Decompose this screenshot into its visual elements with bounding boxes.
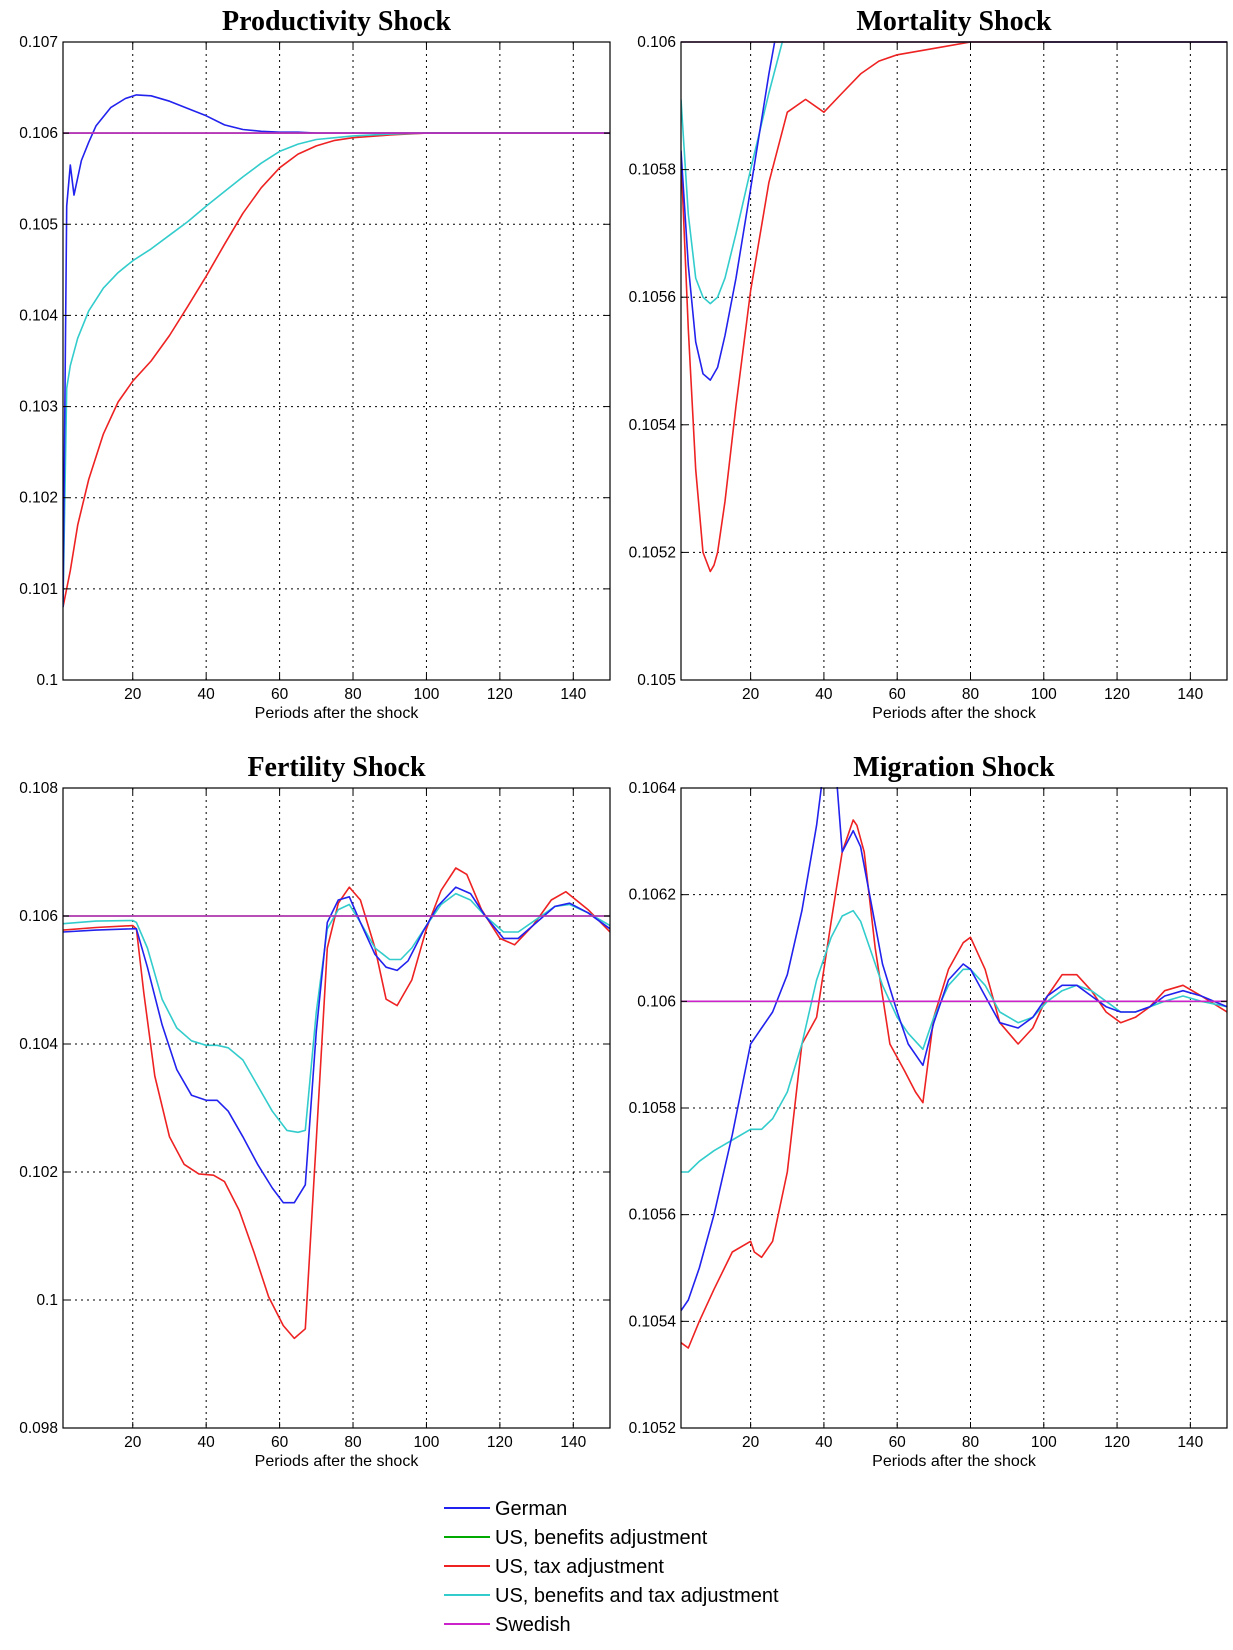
- x-tick-label: 40: [198, 686, 216, 703]
- y-tick-label: 0.1056: [629, 1207, 676, 1224]
- legend-item-label: Swedish: [495, 1614, 571, 1636]
- plot-area: [681, 41, 1227, 573]
- chart-title: Mortality Shock: [856, 6, 1052, 37]
- y-tick-label: 0.1054: [629, 417, 677, 434]
- x-tick-label: 100: [414, 686, 440, 703]
- y-tick-label: 0.104: [19, 307, 58, 324]
- x-tick-label: 100: [1031, 1434, 1057, 1451]
- chart-title: Productivity Shock: [222, 6, 451, 37]
- y-tick-label: 0.1058: [629, 162, 676, 179]
- y-tick-label: 0.1052: [629, 544, 676, 561]
- x-tick-label: 60: [889, 1434, 907, 1451]
- x-tick-label: 140: [1177, 1434, 1203, 1451]
- series-line-us-tax-adjustment: [63, 132, 610, 608]
- x-tick-label: 80: [344, 1434, 362, 1451]
- chart-title: Fertility Shock: [247, 752, 426, 783]
- chart-title: Migration Shock: [853, 752, 1055, 783]
- axes-frame: [680, 41, 1228, 681]
- chart-panel-1: Productivity Shock 20 40 60 80 100 120 140 0.1 0.…: [19, 6, 611, 722]
- x-tick-label: 80: [344, 686, 362, 703]
- y-tick-label: 0.1058: [629, 1100, 676, 1117]
- axes-frame: [62, 787, 611, 1429]
- y-tick-label: 0.1062: [629, 887, 676, 904]
- x-tick-label: 60: [271, 1434, 289, 1451]
- x-axis-label: Periods after the shock: [872, 705, 1037, 722]
- x-tick-label: 140: [1177, 686, 1203, 703]
- chart-panel-4: Migration Shock 20 40 60 80 100 120 140 0.1052 0.…: [629, 752, 1228, 1470]
- x-tick-label: 20: [742, 1434, 760, 1451]
- legend-item-label: US, tax adjustment: [495, 1556, 664, 1578]
- series-line-us-tax-adjustment: [681, 41, 1227, 573]
- x-tick-label: 140: [560, 686, 586, 703]
- x-tick-label: 20: [124, 1434, 142, 1451]
- x-tick-label: 40: [815, 1434, 833, 1451]
- y-tick-label: 0.098: [19, 1420, 58, 1437]
- series-line-german: [63, 94, 610, 608]
- y-tick-label: 0.106: [637, 34, 676, 51]
- y-tick-label: 0.106: [19, 908, 58, 925]
- series-line-us-tax-adjustment: [681, 819, 1227, 1349]
- series-line-us-benefits-and-tax-adjustment: [681, 41, 1227, 305]
- plot-area: [63, 867, 610, 1340]
- series-line-us-benefits-and-tax-adjustment: [63, 892, 610, 1134]
- plot-area: [63, 94, 610, 608]
- axes-frame: [62, 41, 611, 681]
- y-tick-label: 0.106: [19, 125, 58, 142]
- y-tick-label: 0.1054: [629, 1313, 677, 1330]
- x-tick-label: 80: [962, 686, 980, 703]
- axes-frame: [680, 787, 1228, 1429]
- x-axis-label: Periods after the shock: [255, 1453, 420, 1470]
- x-tick-label: 120: [487, 686, 513, 703]
- y-tick-label: 0.108: [19, 780, 58, 797]
- series-line-us-benefits-and-tax-adjustment: [681, 909, 1227, 1173]
- series-line-us-benefits-and-tax-adjustment: [63, 132, 610, 608]
- series-line-german: [681, 41, 1227, 381]
- series-line-german: [63, 886, 610, 1204]
- y-tick-label: 0.1: [36, 672, 58, 689]
- chart-panel-2: Mortality Shock 20 40 60 80 100 120 140 0.105 0.1…: [629, 6, 1228, 722]
- y-tick-label: 0.104: [19, 1036, 58, 1053]
- x-tick-label: 120: [1104, 686, 1130, 703]
- y-tick-label: 0.105: [19, 216, 58, 233]
- x-tick-label: 120: [487, 1434, 513, 1451]
- series-line-german: [681, 787, 1227, 1312]
- y-tick-label: 0.102: [19, 490, 58, 507]
- x-tick-label: 60: [271, 686, 289, 703]
- x-tick-label: 20: [742, 686, 760, 703]
- legend: German US, benefits adjustment US, tax adj…: [444, 1498, 779, 1636]
- y-tick-label: 0.106: [637, 993, 676, 1010]
- x-tick-label: 40: [815, 686, 833, 703]
- legend-item-label: US, benefits adjustment: [495, 1527, 708, 1549]
- x-axis-label: Periods after the shock: [255, 705, 420, 722]
- legend-item-label: German: [495, 1498, 567, 1520]
- y-tick-label: 0.105: [637, 672, 676, 689]
- series-line-us-tax-adjustment: [63, 867, 610, 1340]
- y-tick-label: 0.1: [36, 1292, 58, 1309]
- x-tick-label: 100: [414, 1434, 440, 1451]
- x-tick-label: 100: [1031, 686, 1057, 703]
- x-tick-label: 140: [560, 1434, 586, 1451]
- x-axis-label: Periods after the shock: [872, 1453, 1037, 1470]
- x-tick-label: 60: [889, 686, 907, 703]
- y-tick-label: 0.1056: [629, 289, 676, 306]
- y-tick-label: 0.101: [19, 581, 58, 598]
- x-tick-label: 120: [1104, 1434, 1130, 1451]
- plot-area: [681, 787, 1227, 1349]
- y-tick-label: 0.1064: [629, 780, 677, 797]
- x-tick-label: 20: [124, 686, 142, 703]
- y-tick-label: 0.107: [19, 34, 58, 51]
- y-tick-label: 0.102: [19, 1164, 58, 1181]
- y-tick-label: 0.1052: [629, 1420, 676, 1437]
- y-tick-label: 0.103: [19, 399, 58, 416]
- legend-item-label: US, benefits and tax adjustment: [495, 1585, 779, 1607]
- x-tick-label: 40: [198, 1434, 216, 1451]
- x-tick-label: 80: [962, 1434, 980, 1451]
- chart-panel-3: Fertility Shock 20 40 60 80 100 120 140 0.098 0.1…: [19, 752, 611, 1470]
